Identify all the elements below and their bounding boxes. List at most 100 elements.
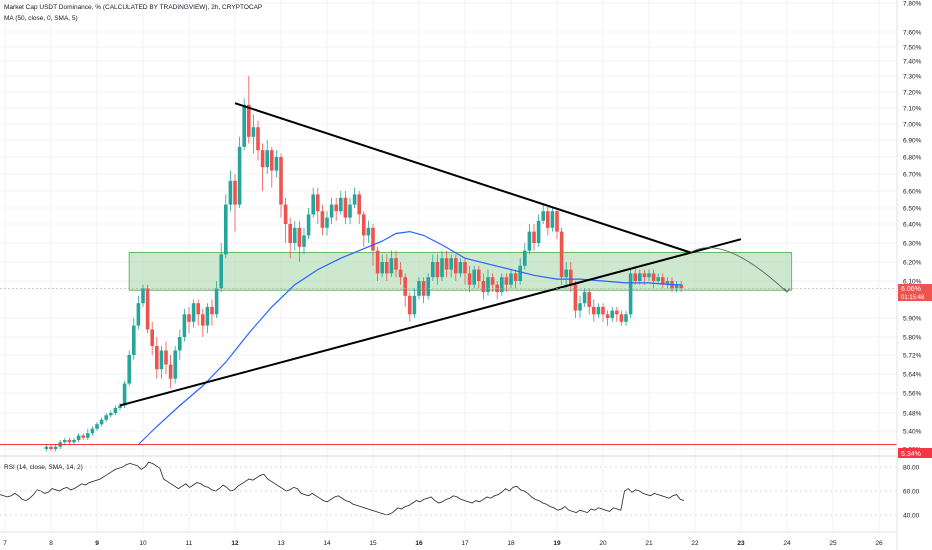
candle-body <box>573 284 578 311</box>
candle-body <box>610 310 614 318</box>
candle-body <box>389 258 394 274</box>
candle-body <box>196 303 200 315</box>
candle <box>454 254 458 281</box>
y-tick-label: 5.64% <box>903 372 922 379</box>
y-tick-label: 5.90% <box>903 316 922 323</box>
rsi-legend[interactable]: RSI (14, close, SMA, 14, 2) <box>4 464 83 471</box>
candle-body <box>628 273 633 315</box>
candle-body <box>582 292 587 304</box>
candle-body <box>325 217 329 228</box>
candle <box>113 405 118 416</box>
candle <box>380 254 384 278</box>
ma-legend[interactable]: MA (50, close, 0, SMA, 5) <box>4 15 78 22</box>
y-tick-label: 5.56% <box>903 391 922 398</box>
candle <box>564 262 568 289</box>
candle-body <box>348 204 352 218</box>
x-tick-label: 26 <box>875 540 883 547</box>
candle-body <box>329 204 334 218</box>
rsi-pane <box>0 461 897 516</box>
candle <box>76 433 81 443</box>
candle <box>191 299 196 328</box>
candle-body <box>72 440 76 443</box>
y-tick-label: 6.70% <box>903 172 922 179</box>
candle-body <box>624 314 628 322</box>
candle <box>187 306 191 334</box>
candle <box>118 403 122 411</box>
candle-body <box>615 310 619 315</box>
trendline-upper[interactable] <box>234 102 691 254</box>
price-axis[interactable]: 7.80% 7.60% 7.50% 7.40% 7.30% 7.20% 7.10% 7.00%… <box>903 1 922 454</box>
candle-body <box>642 273 647 278</box>
candle <box>173 346 177 384</box>
candle-body <box>159 350 164 370</box>
candle <box>306 208 311 240</box>
y-tick-label: 5.40% <box>903 429 922 436</box>
y-tick-label: 6.50% <box>903 206 922 213</box>
candle-body <box>81 435 85 438</box>
candle-body <box>260 150 265 168</box>
candle <box>444 250 449 278</box>
candle <box>205 303 210 334</box>
candle-body <box>44 446 49 449</box>
y-tick-label: 6.10% <box>903 279 922 286</box>
candle <box>233 174 237 232</box>
candle <box>587 288 591 315</box>
candle <box>592 299 596 322</box>
candle <box>136 295 141 330</box>
candle <box>486 269 490 296</box>
candle-body <box>477 269 481 281</box>
candle <box>412 288 417 318</box>
x-tick-label: 23 <box>737 540 745 547</box>
y-tick-label: 5.72% <box>903 353 922 360</box>
candle <box>357 191 361 224</box>
rsi-line <box>0 461 685 516</box>
candle-body <box>490 277 495 285</box>
candle-body <box>306 214 311 236</box>
candle-body <box>118 405 122 408</box>
candle <box>247 76 251 144</box>
candle-body <box>132 325 136 355</box>
candle <box>352 187 357 208</box>
candle <box>472 265 476 289</box>
candle-body <box>214 288 219 315</box>
candle <box>638 269 642 285</box>
candle-body <box>500 277 504 293</box>
x-tick-label: 11 <box>186 540 193 547</box>
candle <box>546 204 550 236</box>
candle <box>408 292 412 322</box>
candle <box>49 444 53 452</box>
y-tick-label: 5.48% <box>903 411 922 418</box>
candle-body <box>412 295 417 315</box>
candle-body <box>173 350 177 379</box>
candle-body <box>587 292 591 307</box>
candle-body <box>109 413 113 416</box>
candle-body <box>141 288 145 304</box>
candle <box>490 273 495 293</box>
y-tick-label: 6.30% <box>903 241 922 248</box>
candle-body <box>398 269 403 278</box>
candle <box>601 303 605 322</box>
trendline-lower[interactable] <box>119 238 742 407</box>
candle <box>219 243 223 293</box>
candle-body <box>440 258 444 278</box>
candle-body <box>63 440 67 443</box>
candle <box>127 350 131 386</box>
candle-body <box>481 281 486 293</box>
candle-body <box>90 428 95 434</box>
candle-body <box>564 269 568 278</box>
candle <box>642 269 647 285</box>
candle-body <box>178 337 182 351</box>
trendlines[interactable] <box>119 102 742 407</box>
time-axis[interactable]: 7 8 9 10 11 12 13 14 15 16 17 18 19 20 21 22 23 24 25 26 <box>3 540 883 547</box>
candle-body <box>509 273 513 285</box>
candle-body <box>444 258 449 270</box>
candle-body <box>523 250 527 266</box>
candle <box>527 224 532 255</box>
candle <box>596 303 601 318</box>
candle <box>288 217 292 259</box>
candle <box>375 246 380 281</box>
candle <box>541 204 545 224</box>
candle-body <box>316 194 320 212</box>
candle <box>559 227 564 285</box>
